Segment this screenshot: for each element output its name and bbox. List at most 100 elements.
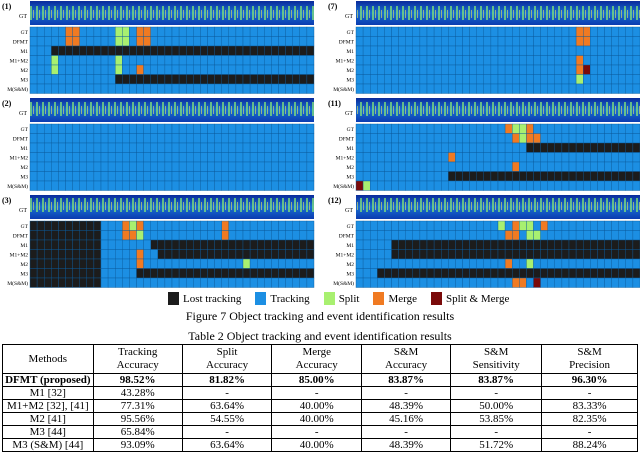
cell bbox=[292, 277, 301, 288]
cell bbox=[114, 230, 123, 241]
cell bbox=[72, 64, 80, 75]
cell bbox=[398, 180, 406, 191]
row-label: DFMT bbox=[339, 40, 355, 46]
cell bbox=[143, 239, 151, 250]
cell bbox=[391, 239, 399, 250]
cell bbox=[58, 36, 66, 47]
cell bbox=[632, 171, 640, 182]
cell bbox=[568, 239, 577, 250]
cell bbox=[448, 268, 456, 279]
cell bbox=[299, 133, 308, 144]
cell bbox=[362, 83, 371, 94]
cell bbox=[143, 249, 151, 260]
cell bbox=[143, 258, 151, 269]
cell bbox=[58, 55, 66, 66]
cell bbox=[306, 180, 315, 191]
cell bbox=[391, 220, 399, 231]
cell bbox=[547, 142, 556, 153]
cell bbox=[93, 55, 102, 66]
cell bbox=[519, 249, 527, 260]
cell bbox=[554, 36, 563, 47]
table-row: DFMT (proposed) 98.52% 81.82% 85.00% 83.87% 8… bbox=[2, 373, 638, 387]
cell bbox=[384, 45, 392, 56]
row-label: M2 bbox=[20, 165, 28, 171]
cell bbox=[462, 268, 470, 279]
cell bbox=[100, 161, 109, 172]
cell bbox=[86, 268, 95, 279]
cell bbox=[164, 220, 173, 231]
cell bbox=[568, 180, 577, 191]
cell bbox=[377, 74, 385, 85]
cell bbox=[377, 133, 385, 144]
cell bbox=[391, 142, 399, 153]
cell bbox=[221, 277, 229, 288]
cell bbox=[214, 152, 222, 163]
cell bbox=[448, 277, 456, 288]
cell bbox=[264, 133, 272, 144]
cell bbox=[504, 249, 513, 260]
row-label: M3 bbox=[20, 175, 28, 181]
cell bbox=[93, 152, 102, 163]
cell bbox=[235, 258, 244, 269]
cell bbox=[476, 123, 485, 134]
table-cell: M1+M2 [32], [41] bbox=[2, 399, 94, 413]
cell bbox=[200, 142, 208, 153]
cell bbox=[278, 123, 286, 134]
cell bbox=[433, 249, 442, 260]
cell bbox=[398, 161, 406, 172]
cell bbox=[590, 133, 598, 144]
cell bbox=[412, 45, 421, 56]
cell bbox=[512, 123, 520, 134]
cell bbox=[178, 64, 187, 75]
cell bbox=[36, 230, 45, 241]
gt-strip-texture bbox=[356, 98, 640, 122]
cell bbox=[51, 249, 59, 260]
cell bbox=[114, 161, 123, 172]
cell bbox=[257, 83, 265, 94]
cell bbox=[377, 83, 385, 94]
cell bbox=[143, 45, 151, 56]
row-label: M2 bbox=[20, 68, 28, 74]
cell bbox=[469, 268, 477, 279]
cell bbox=[72, 26, 80, 37]
cell bbox=[512, 239, 520, 250]
cell bbox=[625, 161, 634, 172]
cell bbox=[384, 142, 392, 153]
cell bbox=[292, 249, 301, 260]
cell bbox=[114, 74, 123, 85]
cell bbox=[249, 249, 258, 260]
cell bbox=[561, 277, 570, 288]
cell bbox=[448, 26, 456, 37]
cell bbox=[122, 268, 130, 279]
cell bbox=[200, 230, 208, 241]
cell bbox=[171, 249, 180, 260]
cell bbox=[412, 83, 421, 94]
cell bbox=[264, 123, 272, 134]
cell bbox=[65, 268, 73, 279]
cell bbox=[58, 239, 66, 250]
cell bbox=[221, 64, 229, 75]
header-cell: Tracking Accuracy bbox=[92, 344, 183, 374]
cell bbox=[554, 133, 563, 144]
cell bbox=[597, 36, 605, 47]
cell bbox=[405, 36, 414, 47]
cell bbox=[29, 220, 38, 231]
gt-strip-texture bbox=[356, 1, 640, 25]
cell bbox=[100, 142, 109, 153]
cell bbox=[561, 258, 570, 269]
cell bbox=[44, 239, 52, 250]
cell bbox=[519, 45, 527, 56]
cell bbox=[306, 161, 315, 172]
cell bbox=[65, 161, 73, 172]
cell bbox=[306, 123, 315, 134]
cell bbox=[412, 230, 421, 241]
cell bbox=[412, 180, 421, 191]
cell bbox=[448, 36, 456, 47]
cell bbox=[29, 268, 38, 279]
cell bbox=[306, 258, 315, 269]
cell bbox=[72, 133, 80, 144]
cell bbox=[441, 26, 449, 37]
cell bbox=[568, 142, 577, 153]
cell bbox=[391, 171, 399, 182]
cell bbox=[306, 249, 315, 260]
